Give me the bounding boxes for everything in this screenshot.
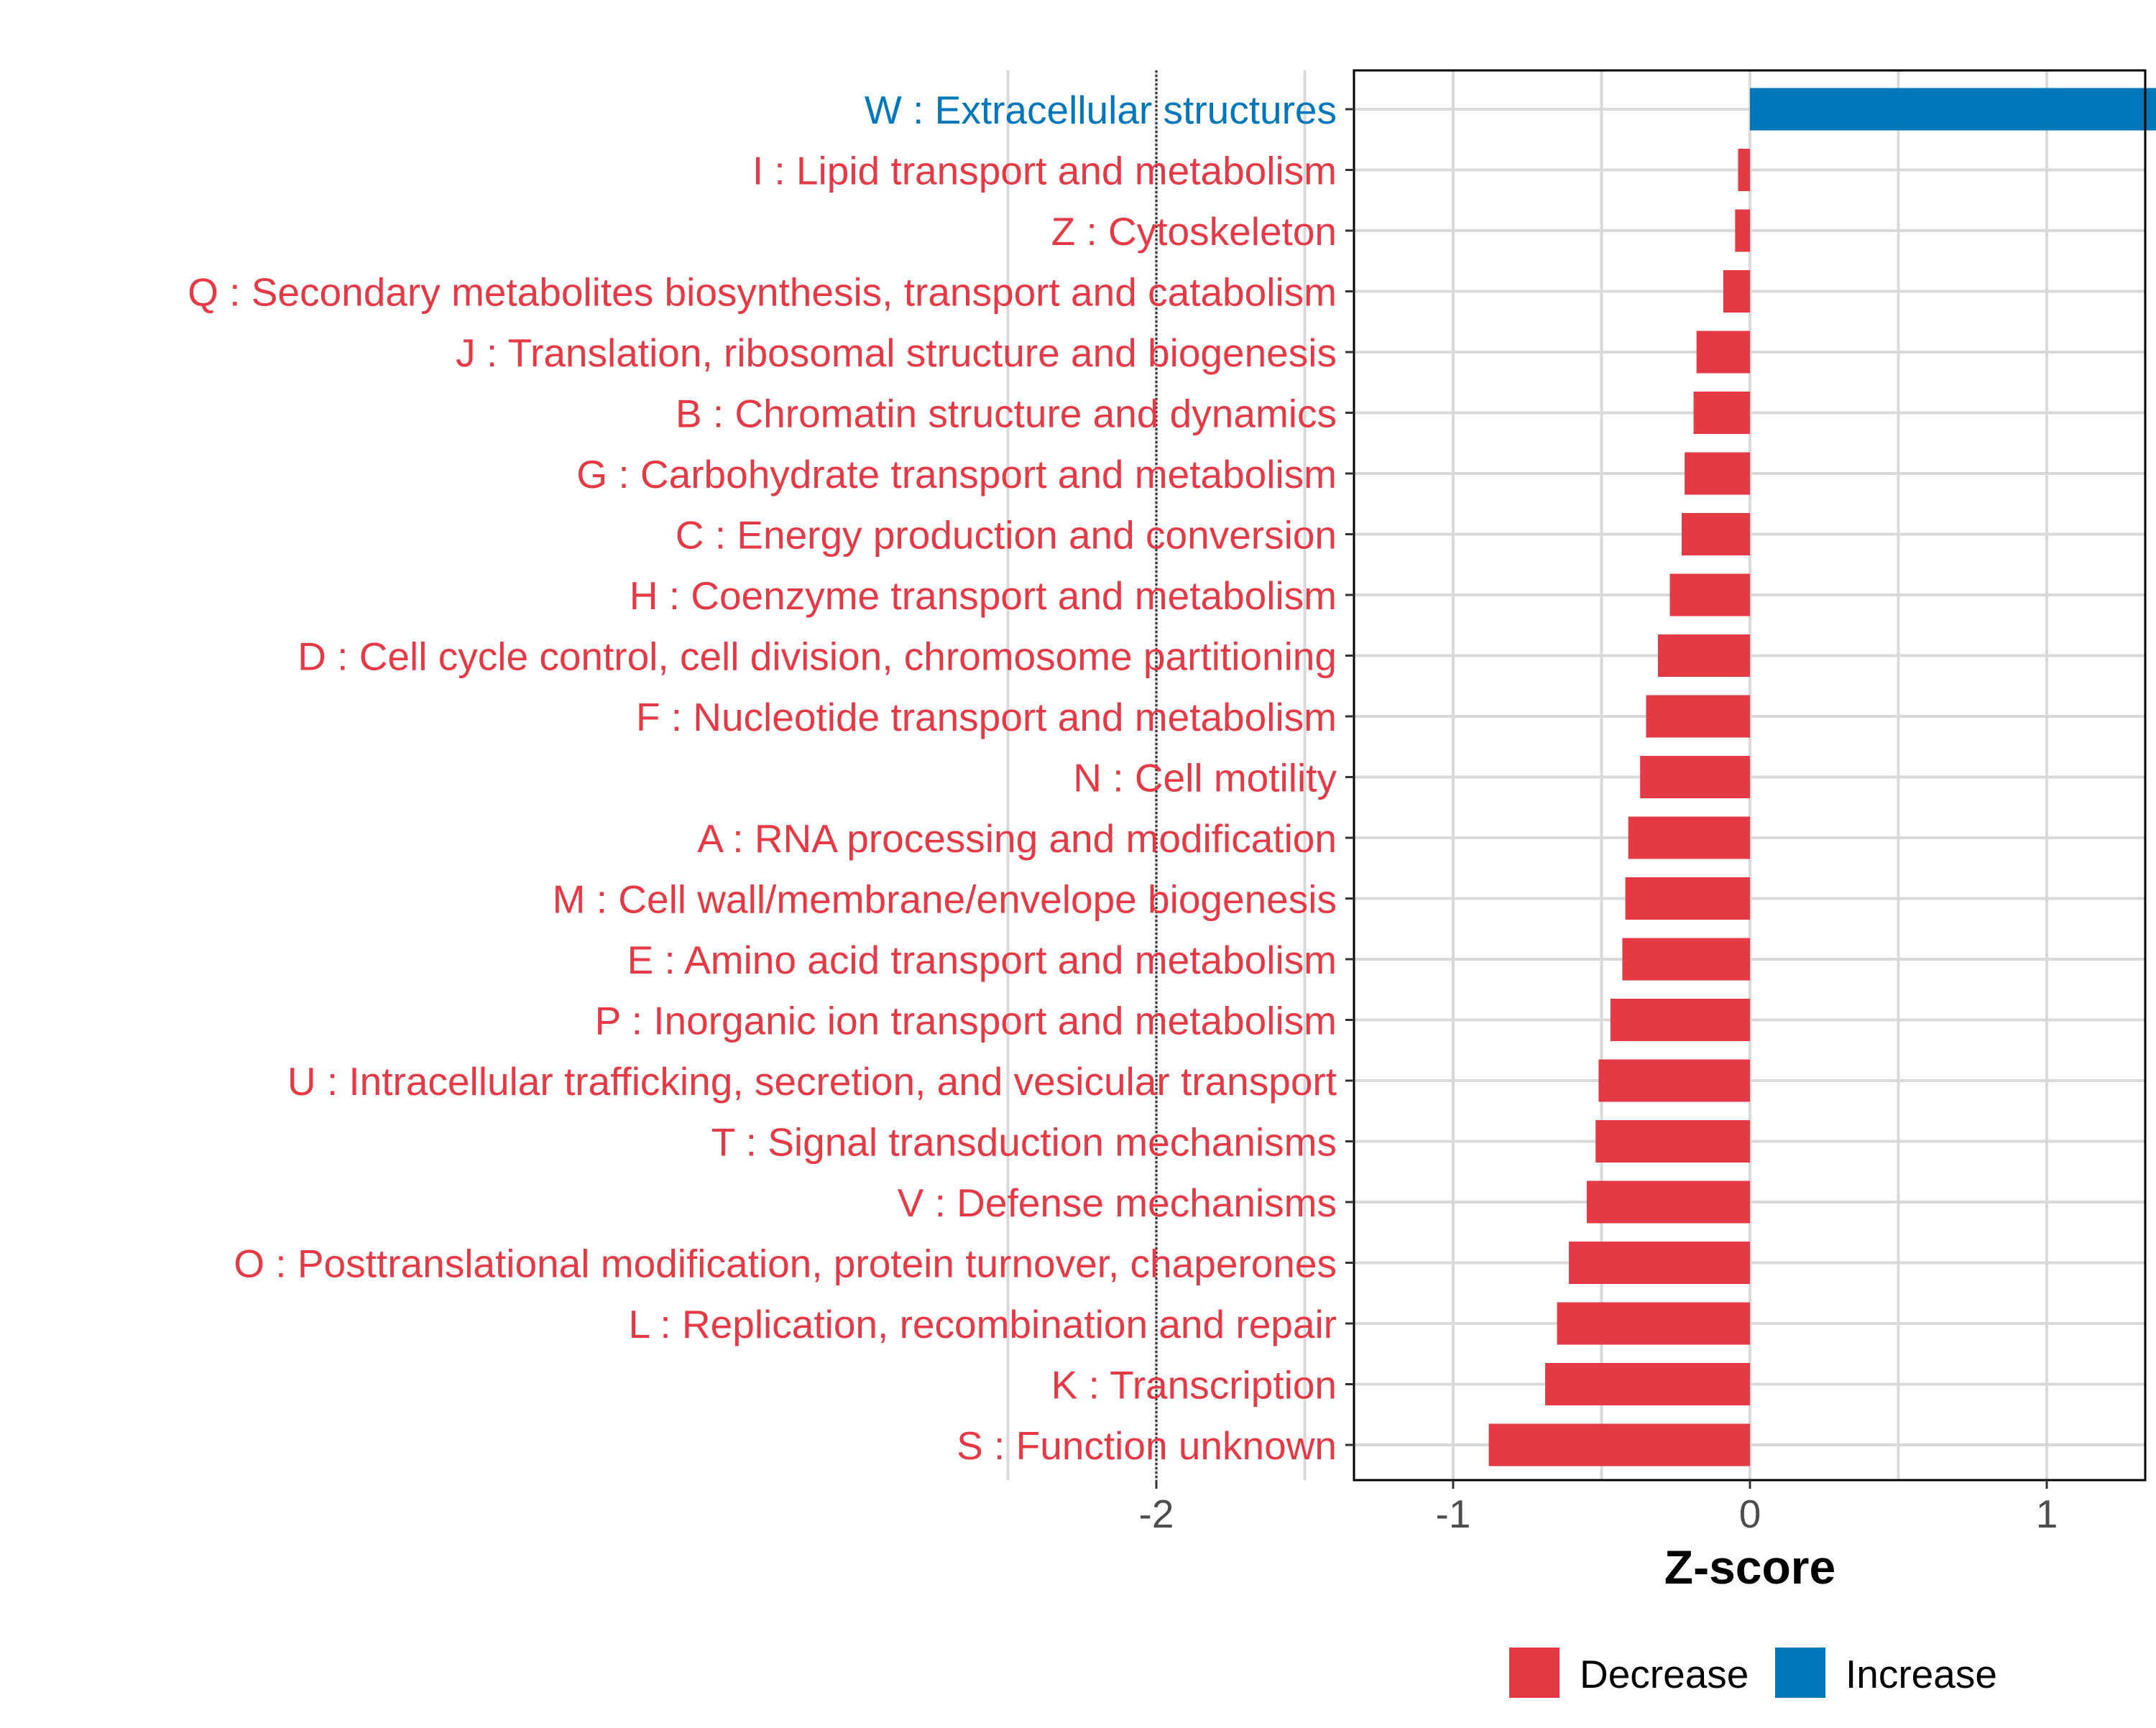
y-tick-label: A : RNA processing and modification <box>697 816 1337 861</box>
bar <box>1569 1242 1750 1284</box>
y-tick-label: C : Energy production and conversion <box>676 513 1337 558</box>
bar <box>1626 877 1750 920</box>
y-tick-label: H : Coenzyme transport and metabolism <box>630 573 1337 618</box>
y-tick-label: I : Lipid transport and metabolism <box>752 149 1337 193</box>
legend-label: Increase <box>1846 1652 1997 1696</box>
y-tick-label: L : Replication, recombination and repai… <box>629 1302 1337 1346</box>
bar <box>1640 756 1750 798</box>
y-tick-label: K : Transcription <box>1051 1363 1337 1408</box>
y-tick-label: G : Carbohydrate transport and metabolis… <box>576 452 1337 496</box>
legend-swatch <box>1775 1648 1825 1698</box>
bar <box>1622 938 1750 981</box>
y-tick-label: W : Extracellular structures <box>865 88 1337 132</box>
y-tick-label: D : Cell cycle control, cell division, c… <box>298 634 1337 679</box>
bar <box>1723 270 1750 313</box>
y-tick-label: M : Cell wall/membrane/envelope biogenes… <box>553 877 1337 922</box>
bar <box>1628 817 1750 859</box>
bar <box>1669 574 1750 616</box>
x-tick-label: -1 <box>1436 1492 1471 1536</box>
bar <box>1658 634 1750 677</box>
y-tick-label: Z : Cytoskeleton <box>1051 209 1337 254</box>
bar <box>1694 392 1750 434</box>
y-tick-label: S : Function unknown <box>957 1423 1337 1468</box>
bar <box>1738 149 1750 191</box>
legend-label: Decrease <box>1580 1652 1749 1696</box>
y-tick-label: B : Chromatin structure and dynamics <box>676 392 1337 436</box>
bar <box>1545 1363 1750 1405</box>
y-tick-label: O : Posttranslational modification, prot… <box>234 1242 1337 1286</box>
y-tick-label: P : Inorganic ion transport and metaboli… <box>595 999 1337 1043</box>
bar <box>1646 696 1750 738</box>
y-tick-label: Q : Secondary metabolites biosynthesis, … <box>188 270 1337 315</box>
bar <box>1489 1424 1750 1466</box>
bar <box>1735 210 1750 252</box>
x-tick-label: -2 <box>1139 1492 1174 1536</box>
bar <box>1682 513 1750 555</box>
bar <box>1750 88 2156 131</box>
bar <box>1595 1120 1750 1163</box>
bar <box>1587 1181 1750 1224</box>
bar <box>1557 1303 1750 1345</box>
bar <box>1697 331 1750 374</box>
y-tick-label: J : Translation, ribosomal structure and… <box>456 331 1337 375</box>
x-axis-title: Z-score <box>1664 1540 1835 1594</box>
legend-swatch <box>1509 1648 1560 1698</box>
y-tick-label: V : Defense mechanisms <box>898 1181 1337 1225</box>
y-tick-label: F : Nucleotide transport and metabolism <box>636 695 1337 739</box>
x-tick-label: 1 <box>2036 1492 2058 1536</box>
bar <box>1598 1060 1750 1102</box>
y-tick-label: T : Signal transduction mechanisms <box>711 1120 1337 1165</box>
bar <box>1611 999 1750 1041</box>
y-tick-label: E : Amino acid transport and metabolism <box>627 938 1337 982</box>
x-tick-label: 0 <box>1739 1492 1761 1536</box>
y-tick-label: N : Cell motility <box>1073 756 1337 800</box>
y-tick-label: U : Intracellular trafficking, secretion… <box>287 1059 1337 1104</box>
bar <box>1685 453 1750 495</box>
